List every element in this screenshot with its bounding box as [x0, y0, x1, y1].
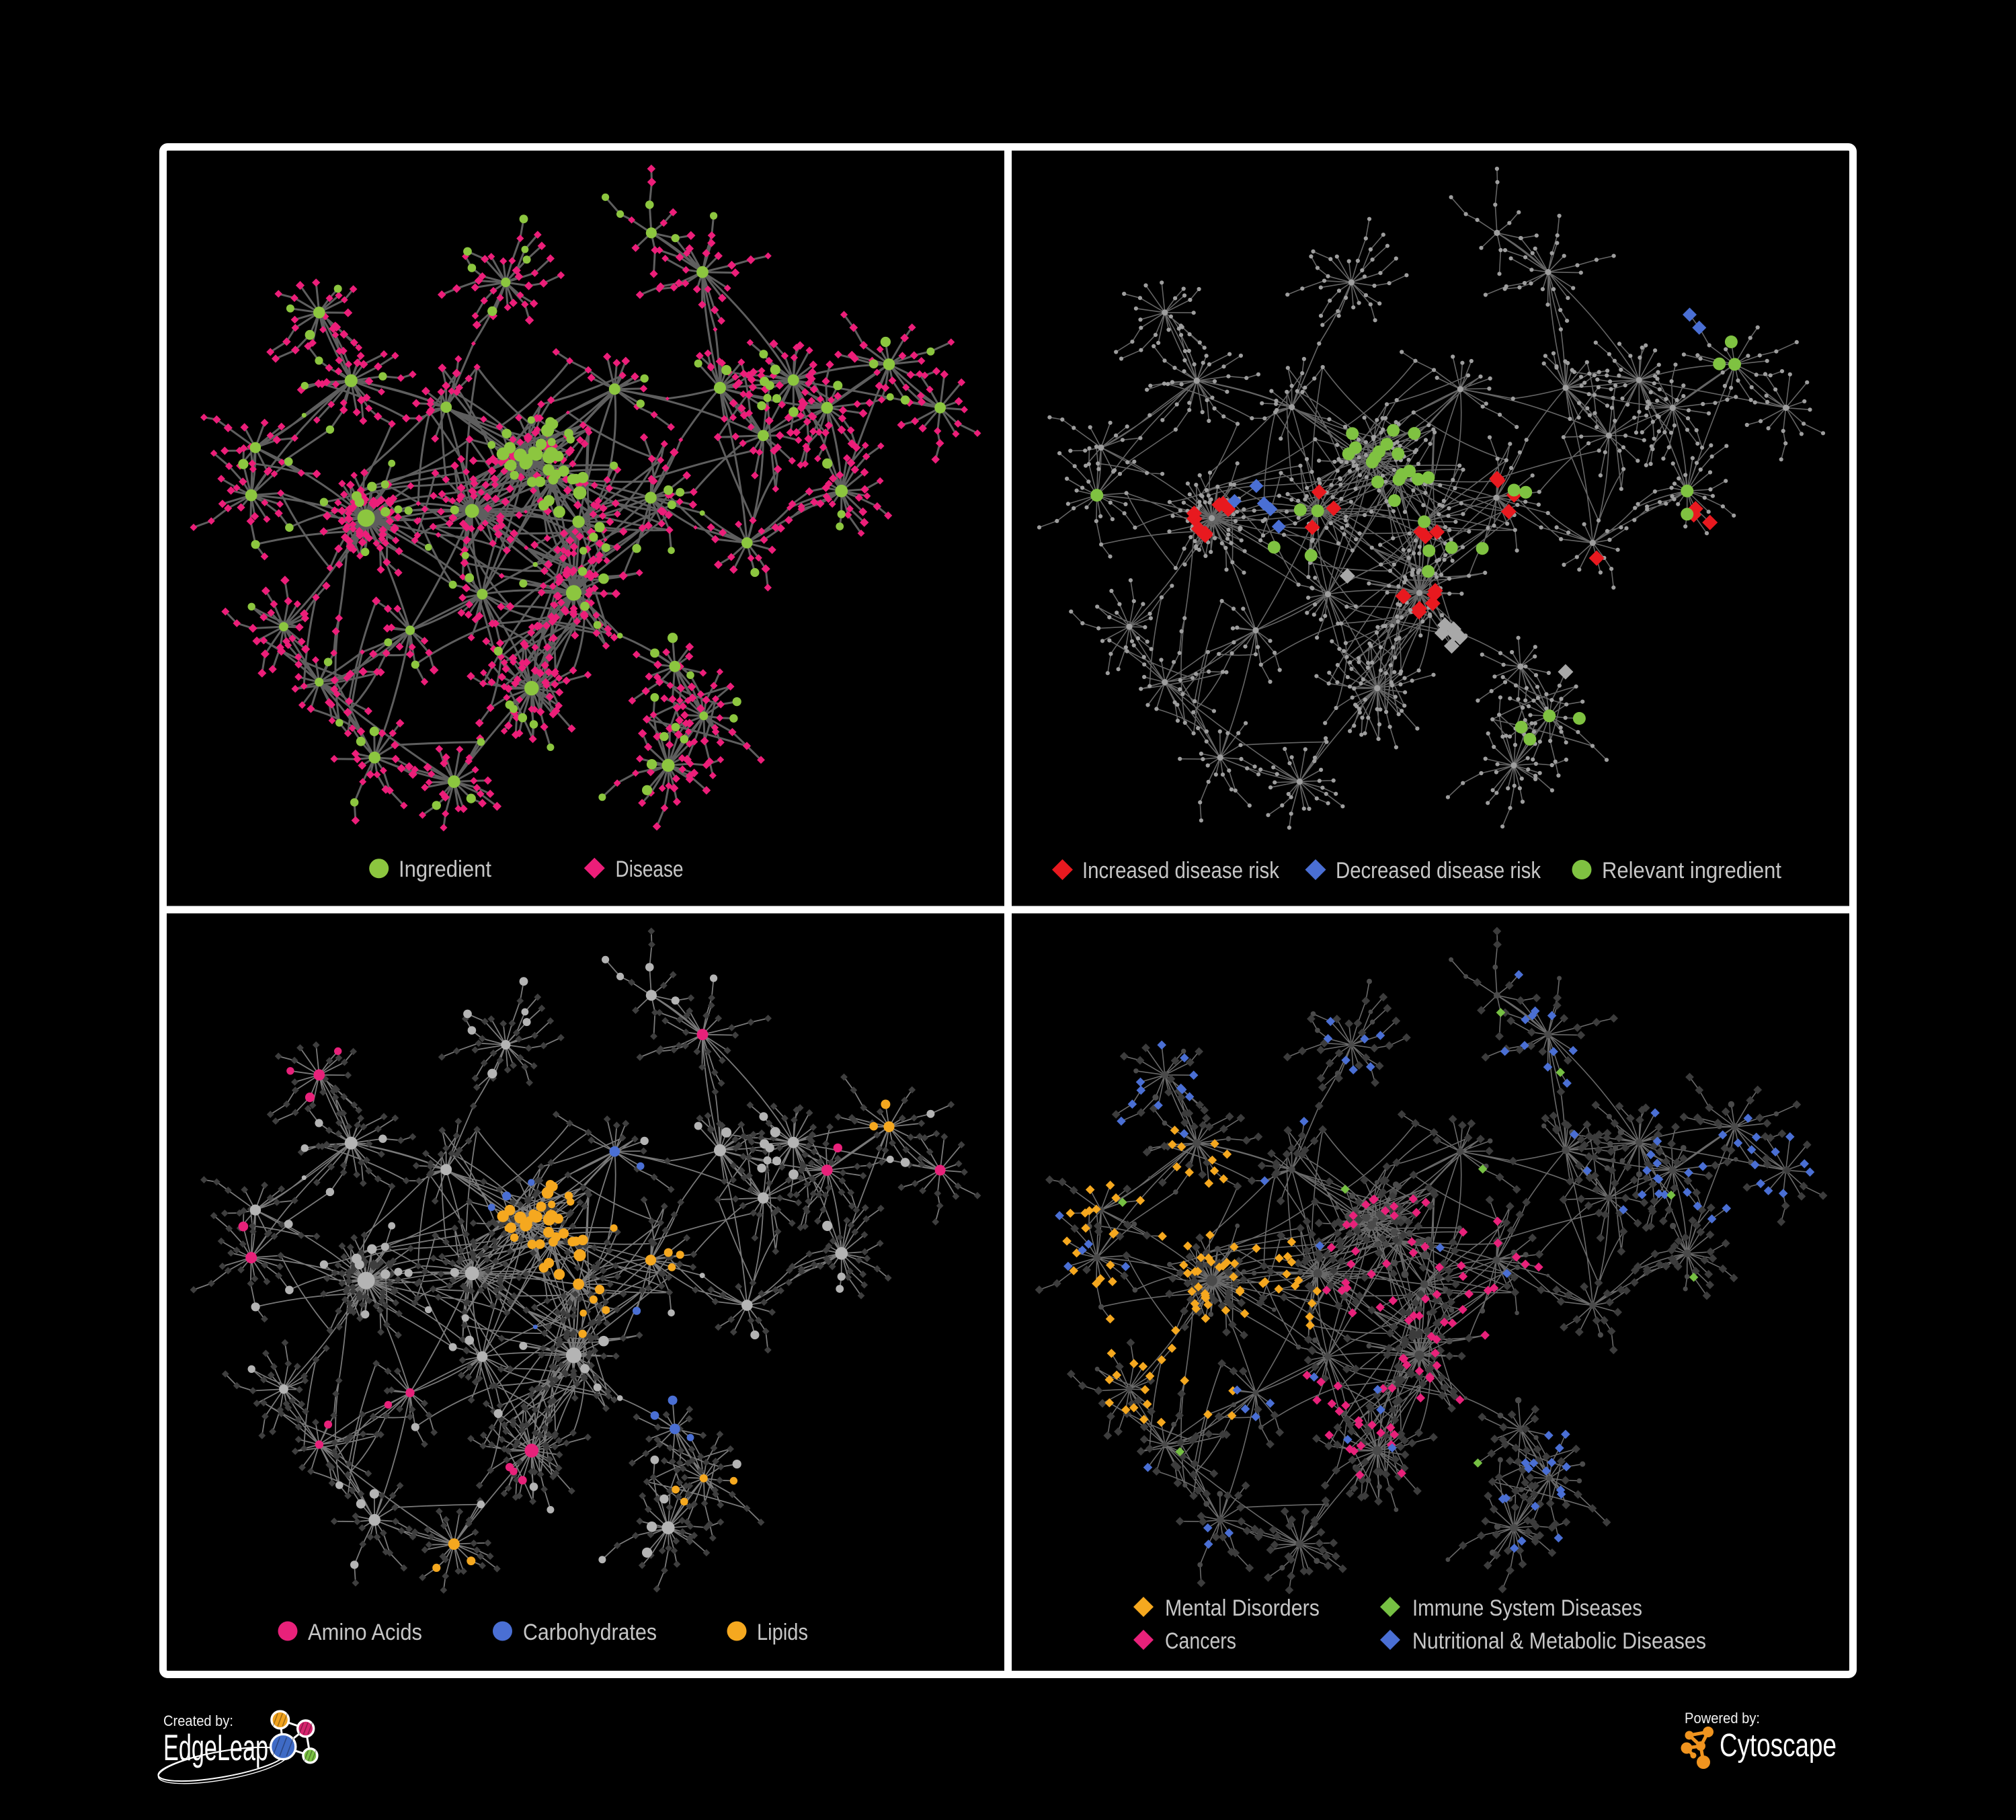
svg-text:Cancers: Cancers [1165, 1628, 1236, 1654]
svg-text:Powered by:: Powered by: [1685, 1710, 1760, 1727]
svg-text:Increased disease risk: Increased disease risk [1082, 858, 1280, 883]
svg-text:Relevant ingredient: Relevant ingredient [1602, 858, 1782, 883]
svg-text:Carbohydrates: Carbohydrates [523, 1620, 657, 1645]
svg-text:Ingredient: Ingredient [399, 857, 491, 882]
svg-text:Lipids: Lipids [757, 1620, 808, 1645]
svg-text:Disease: Disease [616, 857, 684, 882]
svg-text:Nutritional & Metabolic Diseas: Nutritional & Metabolic Diseases [1412, 1628, 1706, 1654]
svg-text:Decreased disease risk: Decreased disease risk [1336, 858, 1541, 883]
svg-text:Amino Acids: Amino Acids [308, 1620, 422, 1645]
svg-text:EdgeLeap: EdgeLeap [163, 1727, 268, 1768]
svg-text:Cytoscape: Cytoscape [1720, 1728, 1837, 1764]
svg-text:Mental Disorders: Mental Disorders [1165, 1595, 1320, 1621]
svg-text:Immune System Diseases: Immune System Diseases [1412, 1595, 1642, 1621]
svg-text:Created by:: Created by: [163, 1712, 233, 1729]
